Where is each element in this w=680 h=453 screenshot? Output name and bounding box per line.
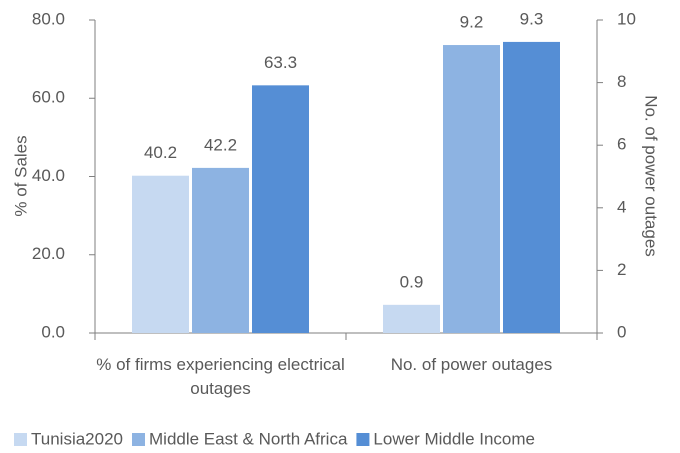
value-label: 9.2 [460,13,484,32]
bar [503,41,560,333]
y-tick-label: 40.0 [32,166,65,185]
bar [132,175,189,333]
legend-label: Tunisia2020 [31,429,123,448]
x-tick-label: % of firms experiencing electrical outag… [96,355,345,398]
value-label: 0.9 [400,272,424,291]
y2-axis-label: No. of power outages [642,95,661,257]
value-label: 63.3 [264,53,297,72]
y-tick-label: 0.0 [41,322,65,341]
y-tick-label: 20.0 [32,244,65,263]
legend-label: Lower Middle Income [373,429,535,448]
y2-tick-label: 0 [617,322,626,341]
value-label: 40.2 [144,143,177,162]
legend-swatch [132,433,145,446]
y2-tick-label: 4 [617,197,626,216]
y-tick-label: 80.0 [32,9,65,28]
y2-tick-label: 2 [617,260,626,279]
y-tick-label: 60.0 [32,88,65,107]
bar [192,167,249,333]
y2-tick-label: 6 [617,135,626,154]
value-label: 42.2 [204,135,237,154]
bar [383,304,440,333]
y2-tick-label: 8 [617,72,626,91]
bar [443,45,500,333]
y-axis-label: % of Sales [11,135,30,216]
y2-tick-label: 10 [617,9,636,28]
legend-swatch [356,433,370,446]
legend-label: Middle East & North Africa [149,429,348,448]
bar [252,85,309,334]
value-label: 9.3 [520,9,544,28]
x-tick-label: No. of power outages [390,355,553,374]
legend-swatch [14,433,27,446]
